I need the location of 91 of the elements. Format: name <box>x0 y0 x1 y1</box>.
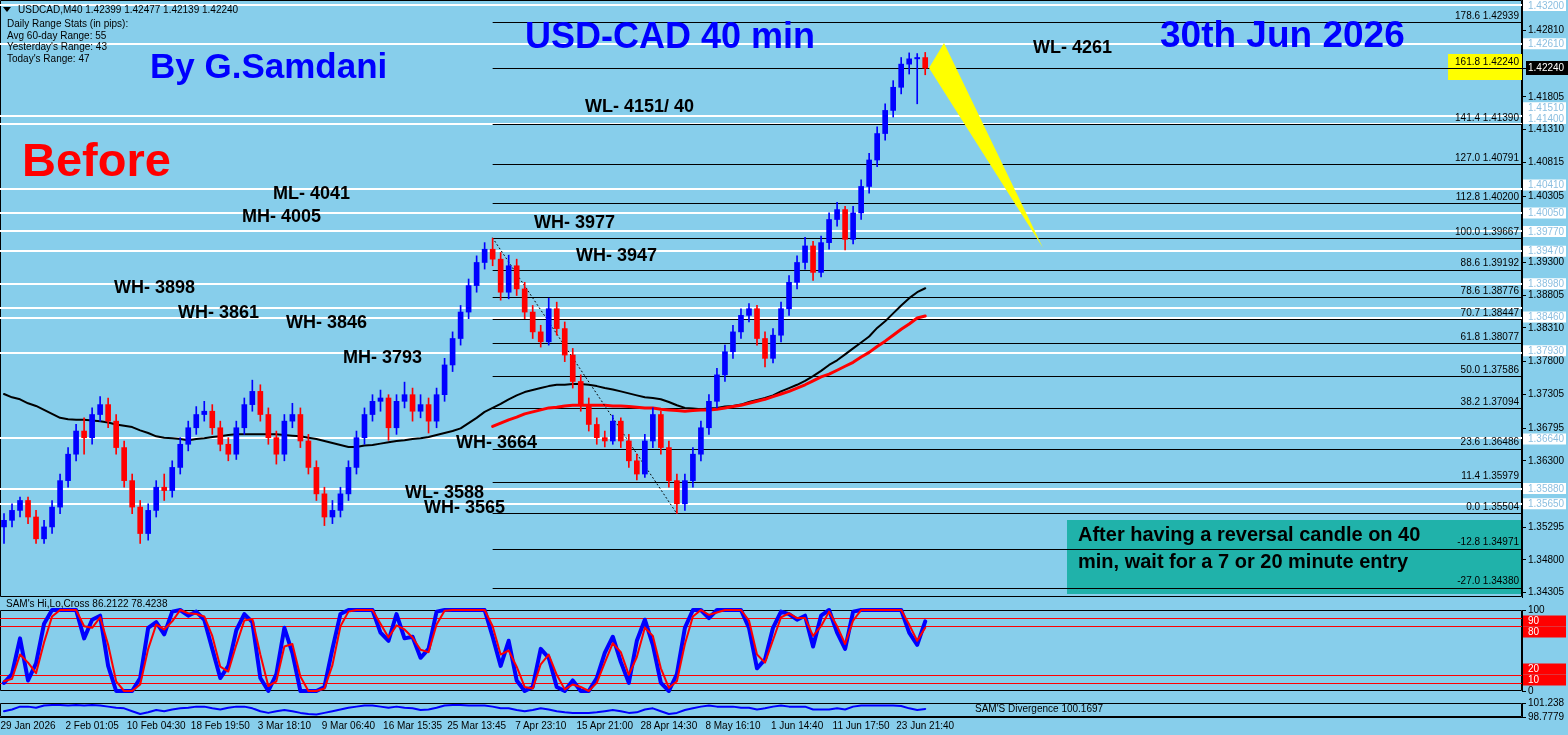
ref-line-label: 1.41400 <box>1528 112 1565 124</box>
ref-line-label: -12.8 1.34971 <box>1457 536 1520 548</box>
y-tick-label: 101.238 <box>1528 696 1565 708</box>
y-tick-label: 1.38310 <box>1528 321 1565 333</box>
y-tick-label: 1.41310 <box>1528 123 1565 135</box>
x-tick-label: 25 Mar 13:45 <box>447 719 507 731</box>
ref-line-label: 1.39770 <box>1528 225 1565 237</box>
annotation: WL- 4151/ 40 <box>585 96 695 117</box>
y-tick-label: 1.37800 <box>1528 355 1565 367</box>
annotation: WH- 3664 <box>456 431 538 452</box>
annotation: By G.Samdani <box>150 46 388 85</box>
ref-line-label: 1.40050 <box>1528 207 1565 219</box>
annotation: WH- 3947 <box>576 244 658 265</box>
ref-line-label: 1.35880 <box>1528 482 1565 494</box>
annotation: ML- 4041 <box>273 182 351 203</box>
ref-line-label: 1.35650 <box>1528 498 1565 510</box>
ref-line-label: 1.36640 <box>1528 433 1565 445</box>
y-tick-label: 1.37305 <box>1528 388 1565 400</box>
y-tick-label: 0 <box>1528 684 1534 696</box>
x-tick-label: 1 Jun 14:40 <box>770 719 824 731</box>
annotation: Daily Range Stats (in pips): <box>7 18 129 29</box>
annotation: Avg 60-day Range: 55 <box>7 30 107 41</box>
ref-line-label: 88.6 1.39192 <box>1460 257 1520 269</box>
annotation: WH- 3977 <box>534 211 616 232</box>
ref-line-label: 78.6 1.38776 <box>1460 284 1520 296</box>
ref-line-label: 100.0 1.39667 <box>1455 225 1520 237</box>
y-tick-label: 1.40815 <box>1528 156 1565 168</box>
y-tick-label: 1.39300 <box>1528 256 1565 268</box>
ref-line-label: 1.38460 <box>1528 311 1565 323</box>
y-tick-label: 1.34800 <box>1528 553 1565 565</box>
chart-title: SAM's Hi,Lo,Cross 86.2122 78.4238 <box>6 598 168 609</box>
y-tick-label: 100 <box>1528 603 1546 615</box>
x-tick-label: 9 Mar 06:40 <box>321 719 376 731</box>
ref-line-label: 38.2 1.37094 <box>1460 396 1520 408</box>
annotation: MH- 4005 <box>242 206 322 227</box>
x-tick-label: 11 Jun 17:50 <box>832 719 891 731</box>
ref-line-label: 20 <box>1528 663 1540 675</box>
ref-line-label: 1.38980 <box>1528 277 1565 289</box>
x-tick-label: 23 Jun 21:40 <box>896 719 955 731</box>
ref-line-label: 80 <box>1528 626 1540 638</box>
x-tick-label: 28 Apr 14:30 <box>640 719 698 731</box>
annotation: Today's Range: 47 <box>7 53 90 64</box>
ref-line-label: 178.6 1.42939 <box>1455 9 1520 21</box>
annotation: WH- 3898 <box>114 277 196 298</box>
x-tick-label: 8 May 16:10 <box>705 719 761 731</box>
x-tick-label: 15 Apr 21:00 <box>576 719 634 731</box>
annotation: After having a reversal candle on 40 min, wait for a 7 or 20 minute entry <box>1078 522 1422 574</box>
ref-line-label: 1.37930 <box>1528 344 1565 356</box>
y-tick-label: 1.36795 <box>1528 421 1565 433</box>
ref-line-label: 11.4 1.35979 <box>1461 469 1520 481</box>
ref-line-label: 10 <box>1528 674 1540 686</box>
annotation: Yesterday's Range: 43 <box>7 41 107 52</box>
ref-line-label: 0.0 1.35504 <box>1466 501 1520 513</box>
annotation: WH- 3846 <box>286 311 368 332</box>
x-tick-label: 2 Feb 01:05 <box>65 719 120 731</box>
x-tick-label: 29 Jan 2026 <box>0 719 56 731</box>
ref-line-label: 1.43200 <box>1528 0 1565 11</box>
y-tick-label: 1.38805 <box>1528 288 1565 300</box>
annotation: MH- 3793 <box>343 346 423 367</box>
ref-line-label: 70.7 1.38447 <box>1460 306 1520 318</box>
x-tick-label: 18 Feb 19:50 <box>190 719 251 731</box>
ref-line-label: 112.8 1.40200 <box>1455 190 1520 202</box>
ref-line-label: 23.6 1.36486 <box>1460 436 1520 448</box>
y-tick-label: 98.7779 <box>1528 710 1565 722</box>
y-tick-label: 1.35295 <box>1528 521 1565 532</box>
y-tick-label: 1.40305 <box>1528 189 1565 201</box>
annotation: Before <box>22 133 171 186</box>
ref-line-label: 1.42610 <box>1528 37 1565 49</box>
ref-line-label: 90 <box>1528 615 1540 627</box>
y-tick-label: 1.36300 <box>1528 454 1565 466</box>
chart-title: SAM'S Divergence 100.1697 <box>975 703 1104 714</box>
ref-line-label: 127.0 1.40791 <box>1455 151 1520 163</box>
x-tick-label: 10 Feb 04:30 <box>126 719 187 731</box>
y-tick-label: 1.41805 <box>1528 90 1565 102</box>
x-tick-label: 3 Mar 18:10 <box>257 719 312 731</box>
y-tick-label: 1.34305 <box>1528 586 1565 598</box>
ref-line-label: 161.8 1.42240 <box>1455 55 1520 67</box>
ref-line-label: 61.8 1.38077 <box>1460 331 1520 343</box>
annotation: WL- 4261 <box>1033 37 1113 58</box>
ref-line-label: -27.0 1.34380 <box>1457 575 1520 587</box>
y-tick-label: 1.42240 <box>1528 61 1565 73</box>
ref-line-label: 50.0 1.37586 <box>1460 363 1520 375</box>
annotation: USDCAD,M40 1.42399 1.42477 1.42139 1.42240 <box>18 4 239 15</box>
x-tick-label: 7 Apr 23:10 <box>515 719 567 731</box>
y-tick-label: 1.42810 <box>1528 24 1565 36</box>
annotation: WH- 3861 <box>178 301 260 322</box>
x-tick-label: 16 Mar 15:35 <box>383 719 443 731</box>
ref-line-label: 1.40410 <box>1528 179 1565 191</box>
ref-line-label: 141.4 1.41390 <box>1455 112 1520 124</box>
ref-line-label: 1.41510 <box>1528 101 1565 113</box>
ref-line-label: 1.39470 <box>1528 245 1565 257</box>
